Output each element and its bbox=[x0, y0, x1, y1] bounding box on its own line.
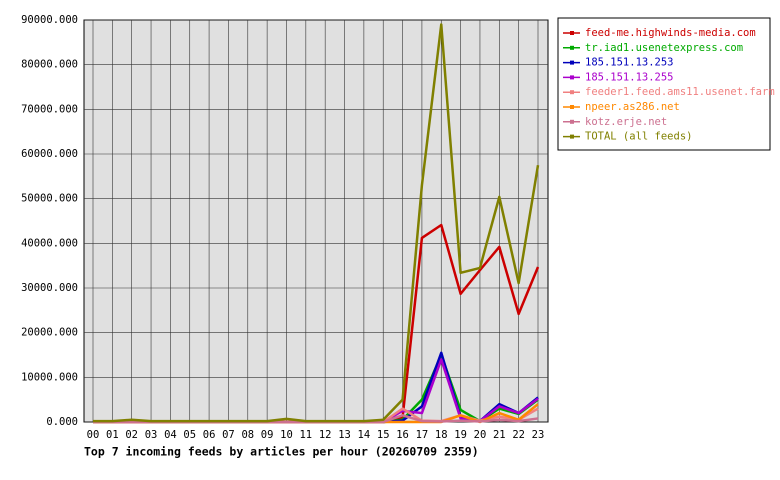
legend-marker bbox=[570, 105, 574, 109]
x-tick-label: 20 bbox=[474, 429, 487, 441]
x-tick-label: 13 bbox=[338, 429, 351, 441]
legend-label: 185.151.13.255 bbox=[585, 71, 674, 83]
x-tick-label: 03 bbox=[145, 429, 158, 441]
x-tick-label: 10 bbox=[280, 429, 293, 441]
legend-label: npeer.as286.net bbox=[585, 101, 680, 113]
y-tick-label: 20000.000 bbox=[21, 327, 78, 339]
legend-label: TOTAL (all feeds) bbox=[585, 131, 692, 143]
chart-title: Top 7 incoming feeds by articles per hou… bbox=[84, 445, 479, 459]
legend-label: kotz.erje.net bbox=[585, 116, 667, 128]
y-tick-label: 50000.000 bbox=[21, 193, 78, 205]
x-tick-label: 19 bbox=[454, 429, 467, 441]
x-tick-label: 16 bbox=[396, 429, 409, 441]
x-tick-label: 05 bbox=[183, 429, 196, 441]
x-tick-label: 12 bbox=[319, 429, 332, 441]
legend-label: tr.iad1.usenetexpress.com bbox=[585, 42, 743, 54]
x-tick-label: 17 bbox=[416, 429, 429, 441]
y-tick-label: 40000.000 bbox=[21, 237, 78, 249]
series-line bbox=[93, 23, 540, 423]
x-tick-label: 23 bbox=[532, 429, 545, 441]
y-tick-label: 60000.000 bbox=[21, 148, 78, 160]
legend-marker bbox=[570, 31, 574, 35]
x-tick-label: 02 bbox=[125, 429, 138, 441]
x-tick-label: 06 bbox=[203, 429, 216, 441]
x-tick-label: 22 bbox=[512, 429, 525, 441]
legend bbox=[557, 17, 771, 151]
x-tick-label: 09 bbox=[261, 429, 274, 441]
x-tick-label: 08 bbox=[241, 429, 254, 441]
legend-marker bbox=[570, 119, 574, 124]
legend-marker bbox=[570, 75, 574, 80]
y-tick-label: 80000.000 bbox=[21, 59, 78, 71]
y-tick-label: 70000.000 bbox=[21, 103, 78, 115]
x-tick-label: 04 bbox=[164, 429, 177, 441]
x-tick-label: 01 bbox=[106, 429, 119, 441]
plot-area bbox=[83, 19, 549, 423]
y-tick-label: 30000.000 bbox=[21, 282, 78, 294]
legend-marker bbox=[570, 134, 574, 139]
legend-marker bbox=[570, 60, 574, 65]
legend-label: feeder1.feed.ams11.usenet.farm bbox=[585, 86, 775, 98]
x-tick-label: 00 bbox=[87, 429, 100, 441]
x-tick-label: 21 bbox=[493, 429, 506, 441]
y-tick-label: 90000.000 bbox=[21, 14, 78, 26]
legend-label: 185.151.13.253 bbox=[585, 57, 674, 69]
legend-marker bbox=[570, 90, 574, 95]
x-tick-label: 18 bbox=[435, 429, 448, 441]
x-tick-label: 07 bbox=[222, 429, 235, 441]
y-tick-label: 10000.000 bbox=[21, 371, 78, 383]
x-tick-label: 14 bbox=[358, 429, 371, 441]
x-tick-label: 15 bbox=[377, 429, 390, 441]
legend-marker bbox=[570, 45, 574, 50]
legend-label: feed-me.highwinds-media.com bbox=[585, 27, 756, 39]
x-tick-label: 11 bbox=[299, 429, 312, 441]
y-tick-label: 0.000 bbox=[46, 416, 78, 428]
